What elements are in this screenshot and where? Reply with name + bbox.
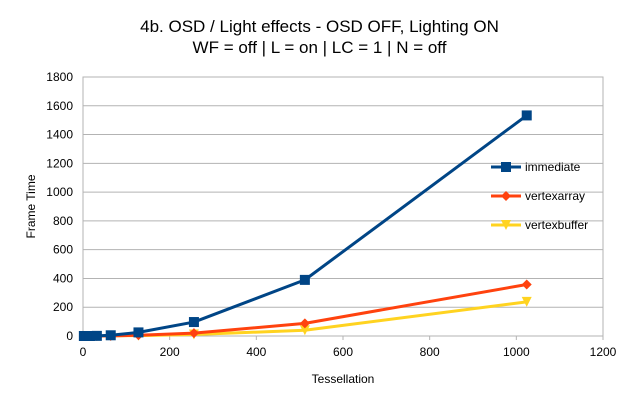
data-point <box>91 330 102 341</box>
data-point <box>105 330 116 341</box>
y-tick-label: 1600 <box>46 99 73 113</box>
y-tick-label: 1400 <box>46 128 73 142</box>
y-tick-label: 800 <box>53 214 73 228</box>
data-point <box>299 274 310 285</box>
y-tick-label: 600 <box>53 243 73 257</box>
x-tick-label: 1000 <box>503 345 530 359</box>
y-tick-label: 0 <box>66 329 73 343</box>
y-tick-label: 1000 <box>46 185 73 199</box>
legend-item-vertexarray: vertexarray <box>491 189 585 203</box>
legend-marker <box>501 191 511 201</box>
x-tick-label: 600 <box>333 345 353 359</box>
data-point <box>84 331 95 341</box>
y-tick-label: 1200 <box>46 156 73 170</box>
x-tick-label: 0 <box>80 345 87 359</box>
series-immediate <box>78 110 532 341</box>
y-tick-label: 1800 <box>46 70 73 84</box>
x-axis-ticks: 0 200 400 600 800 1000 1200 <box>80 336 617 359</box>
legend-item-vertexbuffer: vertexbuffer <box>491 218 588 232</box>
legend-label: immediate <box>525 160 581 174</box>
data-point <box>188 317 199 328</box>
data-point <box>521 296 532 307</box>
legend-marker <box>501 162 511 172</box>
data-point <box>299 318 310 329</box>
y-tick-label: 200 <box>53 300 73 314</box>
series-line <box>83 114 528 338</box>
data-point <box>521 279 532 290</box>
x-tick-label: 800 <box>420 345 440 359</box>
x-axis-title: Tessellation <box>312 372 375 386</box>
data-point <box>521 110 532 121</box>
legend-label: vertexbuffer <box>525 218 588 232</box>
y-axis-ticks: 0 200 400 600 800 1000 1200 1400 1600 1800 <box>46 70 73 343</box>
data-point <box>299 325 310 336</box>
x-tick-label: 400 <box>246 345 266 359</box>
data-point <box>188 328 199 339</box>
chart-title: 4b. OSD / Light effects - OSD OFF, Light… <box>140 17 499 36</box>
chart-subtitle: WF = off | L = on | LC = 1 | N = off <box>192 38 447 57</box>
y-axis-title: Frame Time <box>24 174 38 238</box>
x-tick-label: 200 <box>160 345 180 359</box>
y-tick-label: 400 <box>53 271 73 285</box>
series-layer <box>78 110 532 341</box>
legend: immediate vertexarray vertexbuffer <box>491 160 588 232</box>
x-tick-label: 1200 <box>590 345 617 359</box>
legend-label: vertexarray <box>525 189 585 203</box>
legend-item-immediate: immediate <box>491 160 581 174</box>
data-point <box>133 327 144 338</box>
legend-marker <box>501 220 511 230</box>
